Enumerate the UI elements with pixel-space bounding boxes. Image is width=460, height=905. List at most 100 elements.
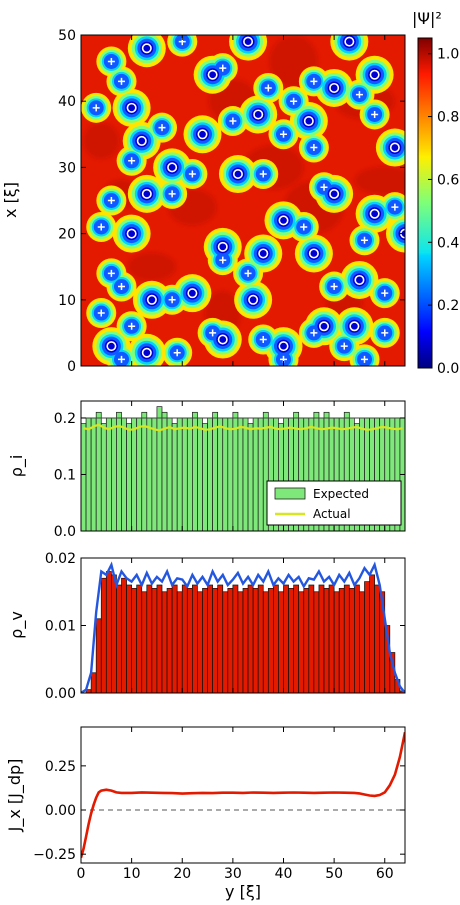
legend-label-actual: Actual xyxy=(313,507,351,521)
vortex-marker xyxy=(232,169,243,180)
pin-marker xyxy=(310,144,318,152)
vortex-marker xyxy=(253,109,264,120)
y-tick-label: 0.0 xyxy=(54,524,76,540)
y-tick-label: −0.25 xyxy=(33,847,76,863)
vortex-density-bar xyxy=(95,618,102,693)
pin-density-bar xyxy=(166,417,173,531)
pin-marker xyxy=(209,329,217,337)
vortex-density-bar xyxy=(278,591,284,693)
pin-density-bars xyxy=(81,406,405,531)
pin-density-bar xyxy=(186,417,193,531)
vortex-density-bar xyxy=(257,584,264,693)
pin-marker xyxy=(229,117,237,125)
vortex-density-bar xyxy=(333,591,340,693)
vortex-marker xyxy=(146,294,157,305)
current-density-y-ticks: −0.25 0.00 0.25 xyxy=(33,759,405,863)
pin-marker xyxy=(244,269,252,277)
y-tick-label: 0.00 xyxy=(45,686,76,702)
pin-density-bar xyxy=(146,417,153,531)
pin-marker xyxy=(259,336,267,344)
vortex-density-bar xyxy=(176,591,183,693)
current-density-frame xyxy=(80,726,406,864)
vortex-marker xyxy=(217,334,228,345)
pin-density-bar xyxy=(257,417,264,531)
vortex-density-bar xyxy=(166,588,173,693)
pin-density-x-ticks xyxy=(80,401,386,531)
pin-marker xyxy=(168,296,176,304)
vortex-density-bar xyxy=(308,584,315,693)
x-axis-label: y [ξ] xyxy=(225,882,261,901)
pin-marker xyxy=(330,283,338,291)
pin-density-bar xyxy=(247,423,254,531)
legend-label-expected: Expected xyxy=(313,487,369,501)
pin-density-bar xyxy=(232,411,239,531)
vortex-marker xyxy=(349,321,360,332)
current-density-x-ticks: 0 10 20 30 40 50 60 xyxy=(77,727,394,882)
pin-marker xyxy=(118,283,125,291)
map-x-ticks xyxy=(80,35,386,366)
current-density-y-axis-label: J_x [J_dp] xyxy=(5,759,25,833)
legend-swatch-expected xyxy=(274,487,306,500)
pin-marker xyxy=(264,84,272,92)
pin-density-bar xyxy=(90,417,97,531)
map-y-ticks: 0 10 20 30 40 50 xyxy=(58,28,405,375)
x-tick-label: 30 xyxy=(224,866,242,882)
map-dark-patch xyxy=(83,122,120,159)
vortex-density-bar xyxy=(181,584,188,693)
vortex-density-bar xyxy=(364,581,370,693)
pin-density-bar xyxy=(141,411,148,531)
colorbar-tick-label: 1.0 xyxy=(437,47,459,63)
pin-marker xyxy=(128,322,136,330)
vortex-density-bar xyxy=(267,588,274,693)
pin-density-bar xyxy=(212,411,219,531)
pin-marker xyxy=(310,77,318,85)
y-tick-label: 0.02 xyxy=(45,551,76,567)
pin-density-bar xyxy=(156,406,163,531)
vortex-density-bar xyxy=(298,591,305,693)
vortex-marker xyxy=(141,43,152,54)
pin-density-panel: 0.0 0.1 0.2 ρ_i Expected Actual xyxy=(7,400,406,540)
vortex-density-bar xyxy=(323,588,330,693)
vortex-marker xyxy=(303,116,314,127)
map-panel: 0 10 20 30 40 50 x [ξ] xyxy=(1,28,406,375)
pin-marker xyxy=(381,289,389,297)
pin-density-bar xyxy=(222,417,229,531)
pin-marker xyxy=(107,197,115,204)
vortex-density-bar xyxy=(192,584,198,693)
pin-marker xyxy=(188,170,196,178)
y-tick-label: 20 xyxy=(58,227,76,243)
pin-density-bar xyxy=(126,423,132,531)
vortex-marker xyxy=(243,36,254,47)
map-frame xyxy=(80,34,406,367)
current-density-panel: −0.25 0.00 0.25 0 10 20 30 40 50 60 J_x [J_dp] y… xyxy=(5,726,406,901)
pin-density-bar xyxy=(95,411,102,531)
vortex-marker xyxy=(136,135,147,146)
vortex-density-bar xyxy=(121,577,127,693)
pin-marker xyxy=(97,309,105,317)
pin-density-bar xyxy=(105,417,112,531)
vortex-marker xyxy=(278,215,289,226)
vortex-marker xyxy=(354,274,365,285)
vortex-density-bar xyxy=(141,591,148,693)
vortex-density-bar xyxy=(313,591,320,693)
pin-density-bar xyxy=(131,417,138,531)
vortex-density-bar xyxy=(161,591,168,693)
y-tick-label: 10 xyxy=(58,293,76,309)
x-tick-label: 50 xyxy=(325,866,343,882)
vortex-density-bar xyxy=(217,584,224,693)
vortex-density-panel: 0.00 0.01 0.02 ρ_v xyxy=(7,551,406,702)
vortex-density-bar xyxy=(186,588,193,693)
vortex-marker xyxy=(329,82,340,93)
vortex-density-curve xyxy=(81,561,405,693)
vortex-density-bar xyxy=(90,672,97,693)
vortex-density-y-axis-label: ρ_v xyxy=(7,611,27,639)
y-tick-label: 40 xyxy=(58,94,76,110)
pin-marker xyxy=(371,110,379,118)
pin-marker xyxy=(92,104,100,112)
vortex-marker xyxy=(318,321,329,332)
vortex-marker xyxy=(141,347,152,358)
pin-density-bar xyxy=(121,417,127,531)
pin-density-bar xyxy=(116,411,122,531)
pin-marker xyxy=(340,342,348,350)
y-tick-label: 0.01 xyxy=(45,619,76,635)
